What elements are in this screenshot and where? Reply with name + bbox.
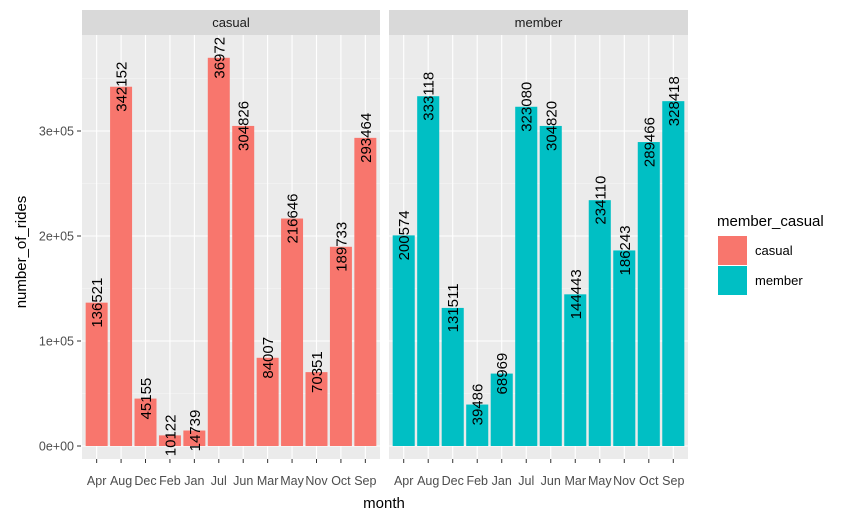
x-tick-label: Oct [331, 474, 351, 488]
bar-casual-Feb [158, 435, 181, 446]
x-tick-label: Dec [134, 474, 156, 488]
bar-value-label: 328418 [666, 76, 683, 126]
x-tick-label: Jul [518, 474, 534, 488]
bar-casual-Jun [232, 125, 255, 446]
bar-member-Jul [515, 106, 538, 447]
bar-member-Nov [613, 250, 636, 446]
bar-casual-Oct [329, 246, 352, 446]
bar-value-label: 144443 [568, 269, 585, 319]
x-tick-label: Nov [305, 474, 328, 488]
legend-key-casual [718, 236, 747, 265]
x-tick-label: Dec [442, 474, 464, 488]
x-tick-label: Jul [211, 474, 227, 488]
bar-value-label: 131511 [445, 283, 462, 332]
bar-value-label: 234110 [592, 176, 609, 225]
bar-casual-May [281, 218, 304, 446]
facet-strip [389, 10, 688, 35]
bar-value-label: 293464 [358, 113, 375, 163]
x-tick-label: Aug [110, 474, 132, 488]
bar-member-Apr [392, 235, 415, 446]
bar-casual-Aug [110, 86, 133, 446]
x-tick-label: Jun [541, 474, 561, 488]
bar-casual-Jul [207, 57, 230, 447]
bar-member-May [588, 200, 611, 446]
bar-value-label: 68969 [494, 353, 511, 395]
bar-value-label: 36972 [211, 37, 228, 79]
bar-value-label: 70351 [309, 351, 326, 393]
x-tick-label: Feb [159, 474, 181, 488]
x-tick-label: Feb [466, 474, 488, 488]
bar-value-label: 304820 [543, 101, 560, 151]
bar-value-label: 304826 [236, 101, 253, 151]
x-tick-label: Aug [417, 474, 439, 488]
bar-casual-Mar [256, 357, 279, 446]
bar-casual-Jan [183, 430, 206, 446]
bar-value-label: 186243 [617, 225, 634, 275]
x-tick-label: May [588, 474, 612, 488]
bar-value-label: 216646 [285, 193, 302, 243]
x-tick-label: Nov [613, 474, 636, 488]
legend: member_casual casual member [717, 213, 824, 295]
bar-value-label: 39486 [470, 384, 487, 426]
bar-value-label: 342152 [114, 62, 131, 112]
bar-member-Jan [490, 373, 513, 446]
y-tick-label: 3e+05 [39, 125, 74, 139]
legend-label-member: member [755, 273, 803, 288]
bar-value-label: 200574 [396, 210, 413, 260]
bar-casual-Nov [305, 372, 328, 446]
bar-casual-Sep [354, 137, 377, 446]
bar-member-Aug [417, 96, 440, 446]
x-tick-label: Jun [233, 474, 253, 488]
bar-value-label: 136521 [89, 278, 106, 328]
bar-member-Dec [441, 307, 464, 446]
bar-value-label: 14739 [187, 410, 204, 452]
bar-member-Jun [539, 125, 562, 447]
x-tick-label: Sep [662, 474, 684, 488]
x-tick-label: Jan [184, 474, 204, 488]
bar-member-Mar [564, 294, 587, 446]
bar-value-label: 289466 [641, 117, 658, 167]
y-tick-label: 1e+05 [39, 335, 74, 349]
bar-member-Sep [662, 101, 685, 446]
legend-label-casual: casual [755, 243, 793, 258]
x-tick-label: Apr [394, 474, 413, 488]
x-tick-label: Mar [257, 474, 279, 488]
bar-value-label: 323080 [519, 82, 536, 132]
bar-casual-Apr [85, 302, 108, 446]
legend-key-member [718, 266, 747, 295]
bar-casual-Dec [134, 398, 157, 446]
bar-labels-layer: 136521 342152 45155 10122 14739 36972 304826 84… [89, 37, 683, 456]
bar-value-label: 189733 [333, 222, 350, 272]
legend-title: member_casual [717, 213, 824, 230]
x-axis-title: month [363, 495, 405, 512]
y-axis-title: number_of_rides [13, 196, 30, 309]
x-tick-label: Jan [492, 474, 512, 488]
bar-value-label: 333118 [421, 72, 438, 121]
y-tick-label: 2e+05 [39, 230, 74, 244]
bar-value-label: 10122 [162, 415, 179, 457]
x-tick-label: Sep [354, 474, 376, 488]
bars-layer [85, 57, 685, 447]
facet-strip [82, 10, 380, 35]
x-tick-label: Oct [639, 474, 659, 488]
bar-member-Feb [466, 404, 489, 446]
y-tick-label: 0e+00 [39, 440, 74, 454]
x-tick-label: Mar [564, 474, 586, 488]
bar-value-label: 84007 [260, 337, 277, 379]
bar-member-Oct [637, 142, 660, 446]
facet-strip-label: casual [212, 15, 250, 30]
x-tick-label: Apr [87, 474, 106, 488]
bar-value-label: 45155 [138, 378, 155, 420]
facet-strip-label: member [515, 15, 563, 30]
x-tick-label: May [280, 474, 304, 488]
